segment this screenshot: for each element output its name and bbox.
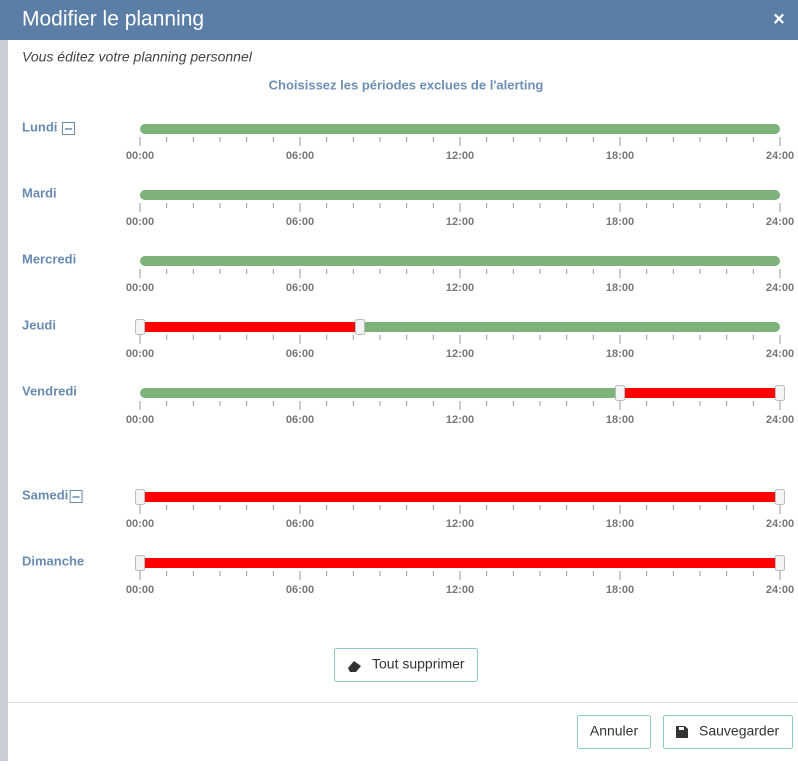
excluded-period <box>140 492 780 502</box>
day-row: Samedi 00:00 06:00 12:00 18:00 24:00 <box>22 487 794 529</box>
day-name: Mardi <box>22 185 57 200</box>
tick-label: 24:00 <box>766 414 794 426</box>
subtitle: Vous éditez votre planning personnel <box>22 49 253 65</box>
slider-handle[interactable] <box>135 555 145 571</box>
tick-label: 18:00 <box>606 282 634 294</box>
tick-label: 18:00 <box>606 216 634 228</box>
tick-label: 12:00 <box>446 282 474 294</box>
excluded-period <box>140 322 360 332</box>
button-frame <box>334 648 478 682</box>
slider-track <box>140 256 780 266</box>
tick-label: 24:00 <box>766 216 794 228</box>
tick-label: 12:00 <box>446 518 474 530</box>
dialog-header <box>0 0 798 40</box>
tick-label: 06:00 <box>286 348 314 360</box>
tick-label: 00:00 <box>126 414 154 426</box>
tick-label: 06:00 <box>286 150 314 162</box>
tick-label: 12:00 <box>446 216 474 228</box>
tick-label: 06:00 <box>286 282 314 294</box>
collapse-icon[interactable] <box>62 122 75 135</box>
day-row: Mardi 00:00 06:00 12:00 18:00 24:00 <box>22 185 794 227</box>
slider-handle[interactable] <box>355 319 365 335</box>
cancel-button[interactable]: Annuler <box>577 715 651 749</box>
slider-handle[interactable] <box>775 555 785 571</box>
button-label: Sauvegarder <box>699 723 780 739</box>
excluded-period <box>140 558 780 568</box>
tick-label: 12:00 <box>446 584 474 596</box>
tick-label: 24:00 <box>766 584 794 596</box>
tick-label: 06:00 <box>286 216 314 228</box>
slider-handle[interactable] <box>135 319 145 335</box>
tick-label: 00:00 <box>126 348 154 360</box>
day-name: Mercredi <box>22 251 76 266</box>
tick-label: 18:00 <box>606 518 634 530</box>
tick-label: 18:00 <box>606 150 634 162</box>
tick-label: 24:00 <box>766 518 794 530</box>
day-row: Vendredi 00:00 06:00 12:00 18:00 24:00 <box>22 383 794 425</box>
excluded-period <box>620 388 780 398</box>
day-name: Samedi <box>22 487 68 502</box>
clear-button[interactable]: Tout supprimer <box>334 648 478 682</box>
tick-label: 12:00 <box>446 414 474 426</box>
day-row: Jeudi 00:00 06:00 12:00 18:00 24:00 <box>22 317 794 359</box>
tick-label: 00:00 <box>126 216 154 228</box>
tick-label: 12:00 <box>446 348 474 360</box>
close-button[interactable]: × <box>773 8 785 30</box>
slider-track <box>140 124 780 134</box>
tick-label: 06:00 <box>286 518 314 530</box>
tick-label: 18:00 <box>606 414 634 426</box>
day-row: Dimanche 00:00 06:00 12:00 18:00 24:00 <box>22 553 794 595</box>
tick-label: 24:00 <box>766 282 794 294</box>
tick-label: 12:00 <box>446 150 474 162</box>
tick-label: 18:00 <box>606 348 634 360</box>
day-name: Lundi <box>22 119 57 134</box>
button-label: Annuler <box>590 723 639 739</box>
slider-handle[interactable] <box>135 489 145 505</box>
dialog-title: Modifier le planning <box>22 8 204 31</box>
eraser-icon <box>348 661 361 672</box>
button-frame <box>577 715 651 749</box>
tick-label: 06:00 <box>286 414 314 426</box>
save-button[interactable]: Sauvegarder <box>663 715 793 749</box>
dialog-body <box>8 0 798 761</box>
slider-handle[interactable] <box>775 489 785 505</box>
collapse-icon[interactable] <box>69 490 83 503</box>
tick-label: 00:00 <box>126 282 154 294</box>
save-icon-detail <box>679 727 684 730</box>
slider-handle[interactable] <box>775 385 785 401</box>
slider-track <box>140 190 780 200</box>
tick-label: 06:00 <box>286 584 314 596</box>
button-label: Tout supprimer <box>372 656 465 672</box>
day-name: Dimanche <box>22 553 84 568</box>
tick-label: 18:00 <box>606 584 634 596</box>
day-row: Mercredi 00:00 06:00 12:00 18:00 24:00 <box>22 251 794 293</box>
button-frame <box>663 715 793 749</box>
day-row: Lundi 00:00 06:00 12:00 18:00 24:00 <box>22 119 794 161</box>
tick-label: 00:00 <box>126 584 154 596</box>
heading: Choisissez les périodes exclues de l'ale… <box>269 77 544 92</box>
day-name: Jeudi <box>22 317 56 332</box>
tick-label: 24:00 <box>766 348 794 360</box>
slider-handle[interactable] <box>615 385 625 401</box>
tick-label: 00:00 <box>126 518 154 530</box>
tick-label: 00:00 <box>126 150 154 162</box>
tick-label: 24:00 <box>766 150 794 162</box>
day-name: Vendredi <box>22 383 77 398</box>
